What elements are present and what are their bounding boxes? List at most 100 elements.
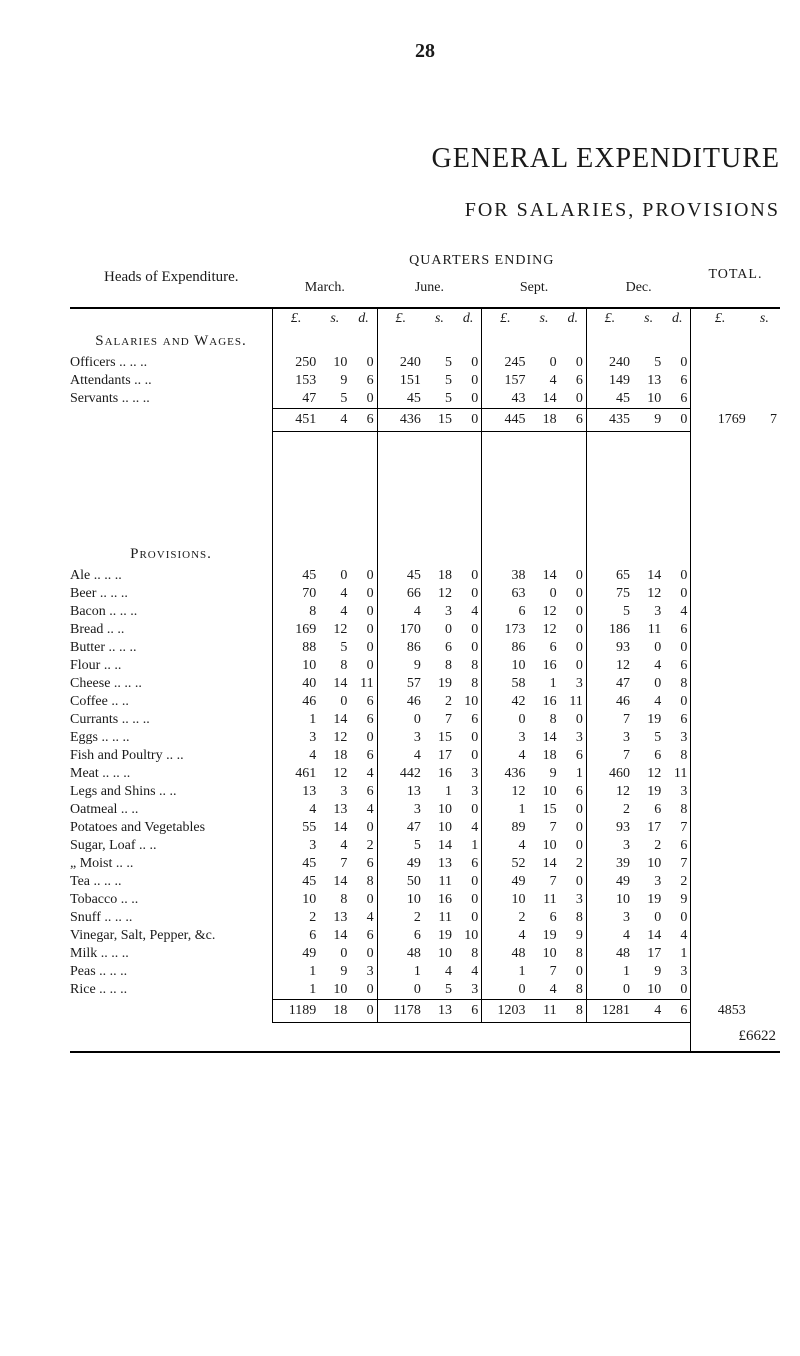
cell-value — [749, 585, 780, 603]
cell-value: 151 — [377, 372, 424, 390]
cell-value — [749, 891, 780, 909]
cell-value: 1 — [586, 963, 633, 981]
cell-value: 6 — [350, 783, 377, 801]
cell-value: 7 — [424, 711, 455, 729]
cell-value: 4 — [350, 801, 377, 819]
cell-value: 3 — [664, 729, 691, 747]
cell-value: 14 — [424, 837, 455, 855]
cell-value: 8 — [664, 801, 691, 819]
cell-value — [749, 855, 780, 873]
row-label: Potatoes and Vegetables — [70, 819, 273, 837]
cell-value: 86 — [377, 639, 424, 657]
cell-value: 10 — [424, 945, 455, 963]
cell-value: 10 — [633, 390, 664, 409]
cell-value: 49 — [273, 945, 320, 963]
cell-value: 14 — [633, 927, 664, 945]
cell-value: 66 — [377, 585, 424, 603]
table-row: Potatoes and Vegetables55140471048970931… — [70, 819, 780, 837]
row-label: Coffee .. .. — [70, 693, 273, 711]
cell-value: 19 — [633, 783, 664, 801]
cell-value: 10 — [482, 657, 529, 675]
cell-value: 8 — [424, 657, 455, 675]
cell-value: 48 — [377, 945, 424, 963]
cell-value: 4 — [455, 963, 482, 981]
cell-value: 3 — [377, 729, 424, 747]
cell-value: 4 — [482, 747, 529, 765]
cell-value: 10 — [319, 354, 350, 372]
cell-value: 7 — [586, 747, 633, 765]
cell-value: 19 — [633, 891, 664, 909]
cell-value: 3 — [560, 675, 587, 693]
cell-value — [691, 390, 749, 409]
cell-value — [691, 693, 749, 711]
cell-value: 0 — [560, 585, 587, 603]
cell-value: 0 — [350, 390, 377, 409]
row-label: Officers .. .. .. — [70, 354, 273, 372]
cell-value: 3 — [350, 963, 377, 981]
cell-value — [691, 891, 749, 909]
cell-value: 12 — [633, 585, 664, 603]
cell-value — [691, 873, 749, 891]
cell-value: 5 — [319, 639, 350, 657]
spacer-row — [70, 432, 780, 542]
cell-value — [749, 372, 780, 390]
cell-value: 10 — [528, 945, 559, 963]
cell-value: 10 — [455, 693, 482, 711]
cell-value: 47 — [273, 390, 320, 409]
cell-value: 19 — [528, 927, 559, 945]
cell-value: 1 — [664, 945, 691, 963]
cell-value: 460 — [586, 765, 633, 783]
cell-value: 0 — [560, 390, 587, 409]
cell-value: 45 — [586, 390, 633, 409]
cell-value: 6 — [377, 927, 424, 945]
cell-value — [691, 801, 749, 819]
cell-value: 3 — [455, 765, 482, 783]
cell-value — [691, 567, 749, 585]
cell-value: 12 — [528, 603, 559, 621]
row-label: Beer .. .. .. — [70, 585, 273, 603]
cell-value: 13 — [377, 783, 424, 801]
cell-value: 0 — [455, 729, 482, 747]
cell-value: 0 — [350, 981, 377, 1000]
cell-value: 1 — [528, 675, 559, 693]
cell-value: 0 — [455, 390, 482, 409]
page-subtitle: FOR SALARIES, PROVISIONS — [70, 199, 780, 222]
cell-value: 16 — [528, 657, 559, 675]
cell-value: 1 — [273, 963, 320, 981]
cell-value: 0 — [455, 747, 482, 765]
cell-value: 6 — [528, 909, 559, 927]
cell-value: 0 — [350, 945, 377, 963]
cell-value — [691, 963, 749, 981]
cell-value: 47 — [586, 675, 633, 693]
cell-value — [749, 639, 780, 657]
cell-value: 6 — [664, 372, 691, 390]
cell-value: 10 — [633, 855, 664, 873]
cell-value: 10 — [482, 891, 529, 909]
cell-value: 0 — [560, 657, 587, 675]
cell-value: 38 — [482, 567, 529, 585]
cell-value: 10 — [273, 891, 320, 909]
cell-value — [691, 729, 749, 747]
cell-value: 14 — [528, 729, 559, 747]
cell-value: 0 — [377, 981, 424, 1000]
cell-value: 6 — [350, 855, 377, 873]
cell-value: 0 — [350, 621, 377, 639]
cell-value — [691, 621, 749, 639]
cell-value: 0 — [319, 567, 350, 585]
cell-value: 0 — [560, 354, 587, 372]
cell-value: 0 — [560, 837, 587, 855]
cell-value: 4 — [273, 747, 320, 765]
document-page: 28 GENERAL EXPENDITURE FOR SALARIES, PRO… — [0, 0, 800, 1094]
cell-value: 6 — [455, 855, 482, 873]
table-row: Rice .. .. ..11000530480100 — [70, 981, 780, 1000]
cell-value: 0 — [350, 585, 377, 603]
cell-value: 8 — [664, 675, 691, 693]
table-row: Officers .. .. ..250100240502450024050 — [70, 354, 780, 372]
row-label: Bread .. .. — [70, 621, 273, 639]
cell-value: 57 — [377, 675, 424, 693]
cell-value: 6 — [560, 372, 587, 390]
cell-value: 2 — [482, 909, 529, 927]
cell-value — [749, 819, 780, 837]
cell-value: 4 — [319, 603, 350, 621]
cell-value: 6 — [633, 747, 664, 765]
